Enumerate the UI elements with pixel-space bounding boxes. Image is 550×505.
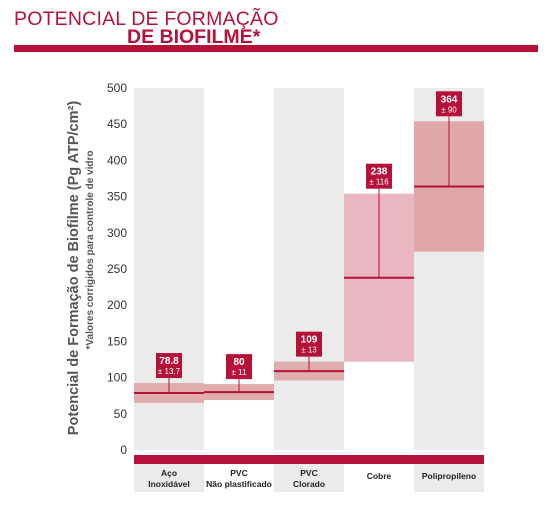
value-label-box <box>226 354 252 380</box>
y-tick-label: 300 <box>107 226 127 240</box>
error-value-label: ± 116 <box>369 178 389 187</box>
y-axis-title: Potencial de Formação de Biofilme (Pg AT… <box>66 101 82 436</box>
category-label: Aço <box>161 468 177 478</box>
title-underline <box>14 45 538 52</box>
chart-title-line2: DE BIOFILME* <box>127 26 261 48</box>
category-background <box>274 464 344 492</box>
y-tick-label: 200 <box>107 298 127 312</box>
category-label: Clorado <box>293 479 325 489</box>
error-value-label: ± 90 <box>441 105 457 114</box>
value-label-box <box>436 91 462 117</box>
category-label: Cobre <box>367 471 392 481</box>
data-value-label: 78.8 <box>159 356 179 367</box>
error-value-label: ± 13.7 <box>158 367 181 376</box>
error-value-label: ± 13 <box>301 346 317 355</box>
category-label: Não plastificado <box>206 479 272 489</box>
data-value-label: 80 <box>233 357 245 368</box>
data-value-label: 364 <box>441 94 458 105</box>
category-label: Inoxidável <box>148 479 190 489</box>
y-tick-label: 500 <box>107 81 127 95</box>
x-axis-baseline <box>134 455 484 464</box>
y-tick-label: 0 <box>120 443 127 457</box>
value-label-box <box>296 331 322 357</box>
value-label-box <box>366 163 392 189</box>
category-label: Polipropileno <box>422 471 476 481</box>
column-background <box>274 88 344 450</box>
y-axis-note: *Valores corrigidos para controle de vid… <box>85 151 96 350</box>
category-background <box>414 464 484 492</box>
category-background <box>134 464 204 492</box>
y-tick-label: 50 <box>114 407 128 421</box>
error-value-label: ± 11 <box>232 368 247 377</box>
chart-title-line1: POTENCIAL DE FORMAÇÃO <box>14 8 279 30</box>
y-tick-label: 350 <box>107 190 127 204</box>
y-tick-label: 400 <box>107 153 127 167</box>
y-tick-label: 450 <box>107 117 127 131</box>
category-label: PVC <box>300 468 317 478</box>
data-value-label: 109 <box>301 335 318 346</box>
category-label: PVC <box>230 468 247 478</box>
y-tick-label: 100 <box>107 371 127 385</box>
y-tick-label: 250 <box>107 262 127 276</box>
y-tick-label: 150 <box>107 334 127 348</box>
value-label-box <box>156 353 182 379</box>
data-value-label: 238 <box>371 167 388 178</box>
